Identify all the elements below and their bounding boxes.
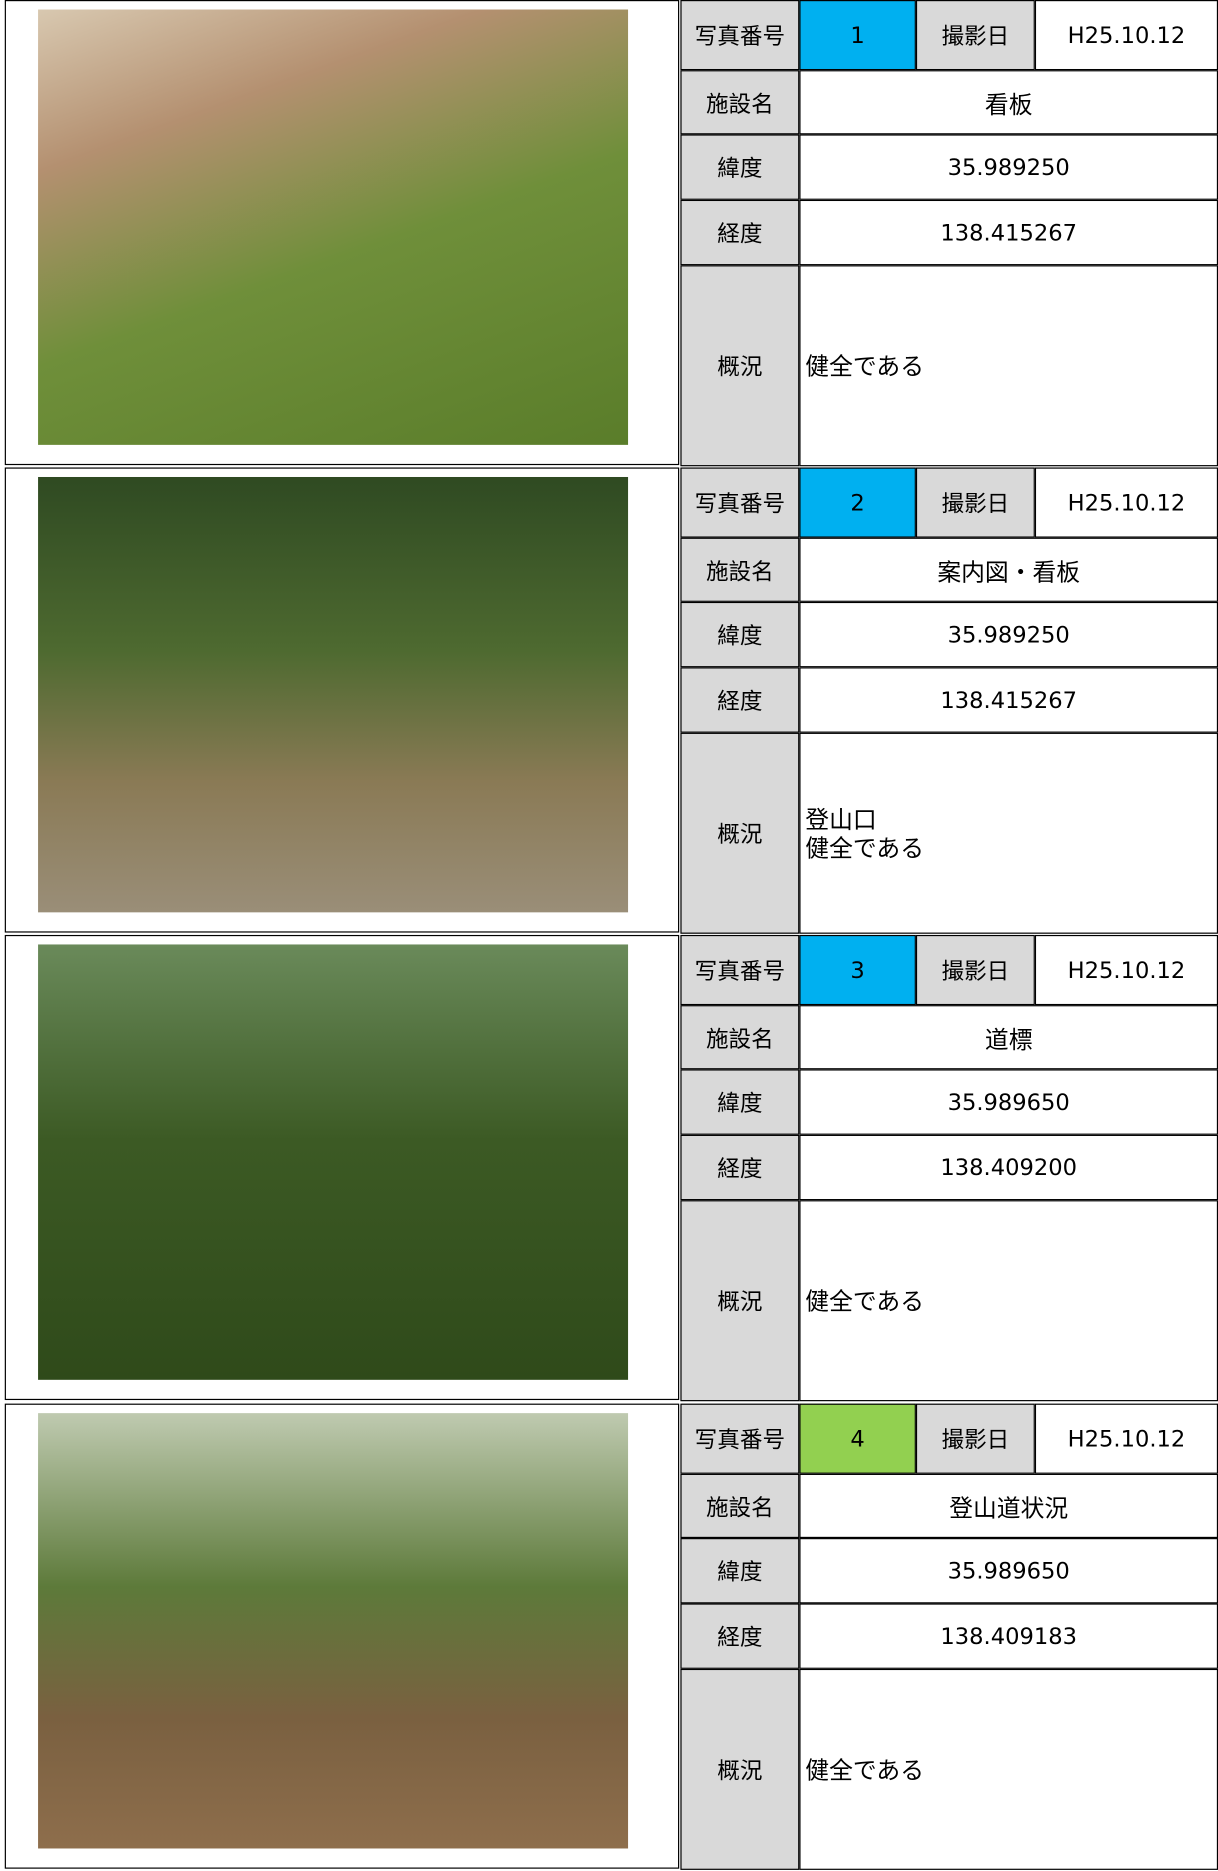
label: 経度: [680, 667, 800, 733]
label: 経度: [680, 1603, 800, 1669]
label: 撮影日: [915, 467, 1035, 538]
latitude: 35.989250: [799, 601, 1218, 668]
label: 写真番号: [680, 1403, 800, 1474]
label: 写真番号: [680, 467, 800, 538]
longitude: 138.415267: [799, 667, 1218, 733]
label: 撮影日: [915, 934, 1035, 1006]
label: 概況: [680, 265, 800, 467]
date: H25.10.12: [1034, 0, 1218, 71]
photo: [38, 944, 629, 1380]
label: 緯度: [680, 134, 800, 200]
condition-line: 登山口: [805, 804, 877, 834]
label: 施設名: [680, 537, 800, 602]
photo-cell: [4, 0, 680, 466]
label: 写真番号: [680, 0, 800, 71]
condition: 健全である: [799, 1200, 1218, 1402]
label: 概況: [680, 732, 800, 934]
label: 経度: [680, 199, 800, 266]
condition: 健全である: [799, 1668, 1218, 1870]
condition: 健全である: [799, 265, 1218, 467]
date: H25.10.12: [1034, 934, 1218, 1006]
longitude: 138.409183: [799, 1603, 1218, 1669]
condition: 登山口 健全である: [799, 732, 1218, 934]
photo-number: 3: [799, 934, 916, 1006]
label: 緯度: [680, 601, 800, 668]
latitude: 35.989650: [799, 1538, 1218, 1604]
longitude: 138.409200: [799, 1134, 1218, 1201]
label: 概況: [680, 1200, 800, 1402]
condition-line: 健全である: [805, 351, 925, 381]
facility-name: 登山道状況: [799, 1473, 1218, 1539]
date: H25.10.12: [1034, 1403, 1218, 1474]
label: 写真番号: [680, 934, 800, 1006]
photo: [38, 476, 629, 913]
label: 緯度: [680, 1538, 800, 1604]
facility-name: 道標: [799, 1005, 1218, 1070]
record: 写真番号 3 撮影日 H25.10.12 施設名 道標 緯度 35.989650 経度 138.4…: [0, 934, 1218, 1402]
record: 写真番号 2 撮影日 H25.10.12 施設名 案内図・看板 緯度 35.989250 経度 1…: [0, 467, 1218, 934]
photo: [38, 9, 629, 445]
longitude: 138.415267: [799, 199, 1218, 266]
photo-cell: [4, 934, 680, 1401]
label: 経度: [680, 1134, 800, 1201]
label: 緯度: [680, 1069, 800, 1135]
condition-line: 健全である: [805, 1755, 925, 1784]
label: 概況: [680, 1668, 800, 1870]
record: 写真番号 1 撮影日 H25.10.12 施設名 看板 緯度 35.989250 経度 138.4…: [0, 0, 1218, 467]
photo-number: 1: [799, 0, 916, 71]
photo-number: 2: [799, 467, 916, 538]
facility-name: 看板: [799, 70, 1218, 135]
condition-line: 健全である: [805, 1286, 925, 1315]
record: 写真番号 4 撮影日 H25.10.12 施設名 登山道状況 緯度 35.989650 経度 13…: [0, 1403, 1218, 1871]
label: 撮影日: [915, 1403, 1035, 1474]
photo: [38, 1413, 629, 1849]
photo-cell: [4, 467, 680, 933]
date: H25.10.12: [1034, 467, 1218, 538]
label: 撮影日: [915, 0, 1035, 71]
facility-name: 案内図・看板: [799, 537, 1218, 602]
label: 施設名: [680, 70, 800, 135]
latitude: 35.989250: [799, 134, 1218, 200]
label: 施設名: [680, 1473, 800, 1539]
label: 施設名: [680, 1005, 800, 1070]
photo-number: 4: [799, 1403, 916, 1474]
latitude: 35.989650: [799, 1069, 1218, 1135]
condition-line: 健全である: [805, 833, 925, 862]
